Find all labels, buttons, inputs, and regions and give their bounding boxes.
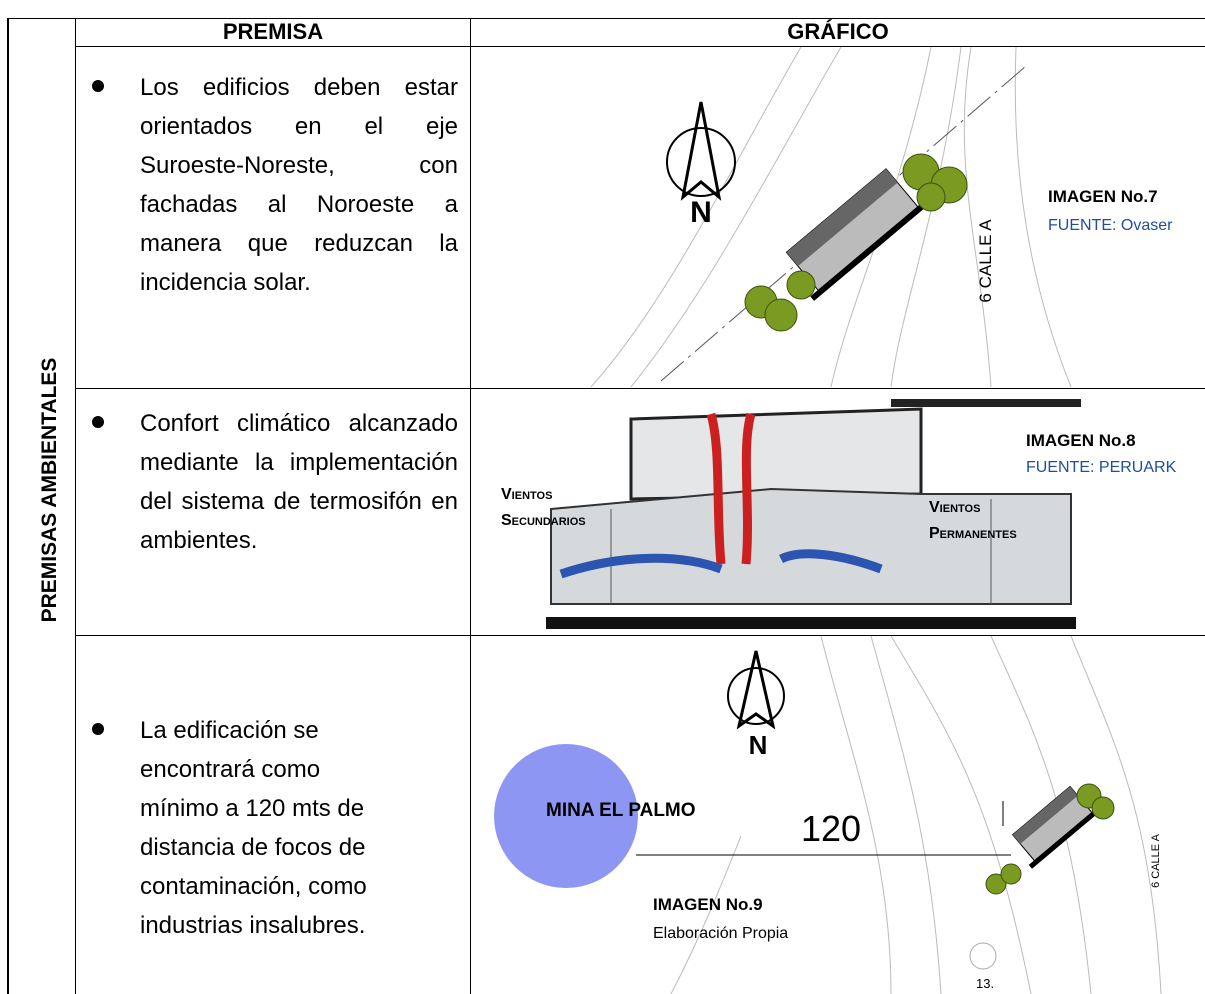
- contour-lines: [670, 636, 1162, 994]
- table-border: [7, 18, 9, 994]
- wind-label: Secundarios: [501, 512, 586, 529]
- lot-marker: [969, 942, 997, 970]
- table-border: [7, 18, 1205, 19]
- column-header: PREMISA: [222, 19, 324, 44]
- table-border: [75, 18, 76, 994]
- figure-caption: IMAGEN No.9: [653, 895, 763, 914]
- table-border: [470, 18, 471, 994]
- site-plan-figure: N 6 CALLE A IMAGEN No.7 FUENTE: Ovaser: [590, 47, 1173, 387]
- air-flow-arrows: [559, 412, 883, 579]
- trees: [744, 153, 968, 332]
- figure-source: FUENTE: PERUARK: [1026, 459, 1177, 476]
- figure-source: Elaboración Propia: [653, 925, 788, 942]
- premise-text: Los edificios deben estar orientados en …: [140, 74, 458, 296]
- table-border: [75, 46, 1205, 47]
- svg-text:N: N: [749, 730, 768, 760]
- premise-text: Confort climático alcanzado mediante la …: [140, 410, 458, 554]
- north-arrow: N: [666, 101, 736, 229]
- distance-label: 120: [801, 808, 861, 849]
- bullet: [92, 723, 104, 735]
- site-label: MINA EL PALMO: [546, 800, 696, 821]
- street-label: 6 CALLE A: [976, 219, 995, 303]
- wind-label: Vientos: [929, 499, 980, 516]
- ventilation-figure: IMAGEN No.8 FUENTE: PERUARK Vientos Secu…: [501, 399, 1177, 629]
- table-border: [75, 388, 1205, 389]
- house-section: [546, 399, 1081, 629]
- bullet: [92, 80, 104, 92]
- figure-caption: IMAGEN No.8: [1026, 431, 1136, 450]
- svg-text:N: N: [690, 196, 712, 229]
- street-label: 6 CALLE A: [1150, 833, 1162, 887]
- table-border: [75, 635, 1205, 636]
- bullet: [92, 416, 104, 428]
- column-header: GRÁFICO: [787, 19, 889, 44]
- north-arrow: N: [727, 650, 785, 760]
- lot-label: 13.: [976, 976, 994, 991]
- figure-source: FUENTE: Ovaser: [1048, 217, 1173, 234]
- premise-text: La edificación se encontrará como mínimo…: [140, 717, 367, 939]
- wind-label: Permanentes: [929, 525, 1017, 542]
- figure-caption: IMAGEN No.7: [1048, 187, 1158, 206]
- side-label: PREMISAS AMBIENTALES: [38, 357, 61, 623]
- trees: [985, 783, 1115, 895]
- site-circle: [494, 744, 638, 888]
- wind-label: Vientos: [501, 486, 552, 503]
- distance-figure: N MINA EL PALMO 120 6 CALLE A IMAGEN No.…: [494, 636, 1162, 994]
